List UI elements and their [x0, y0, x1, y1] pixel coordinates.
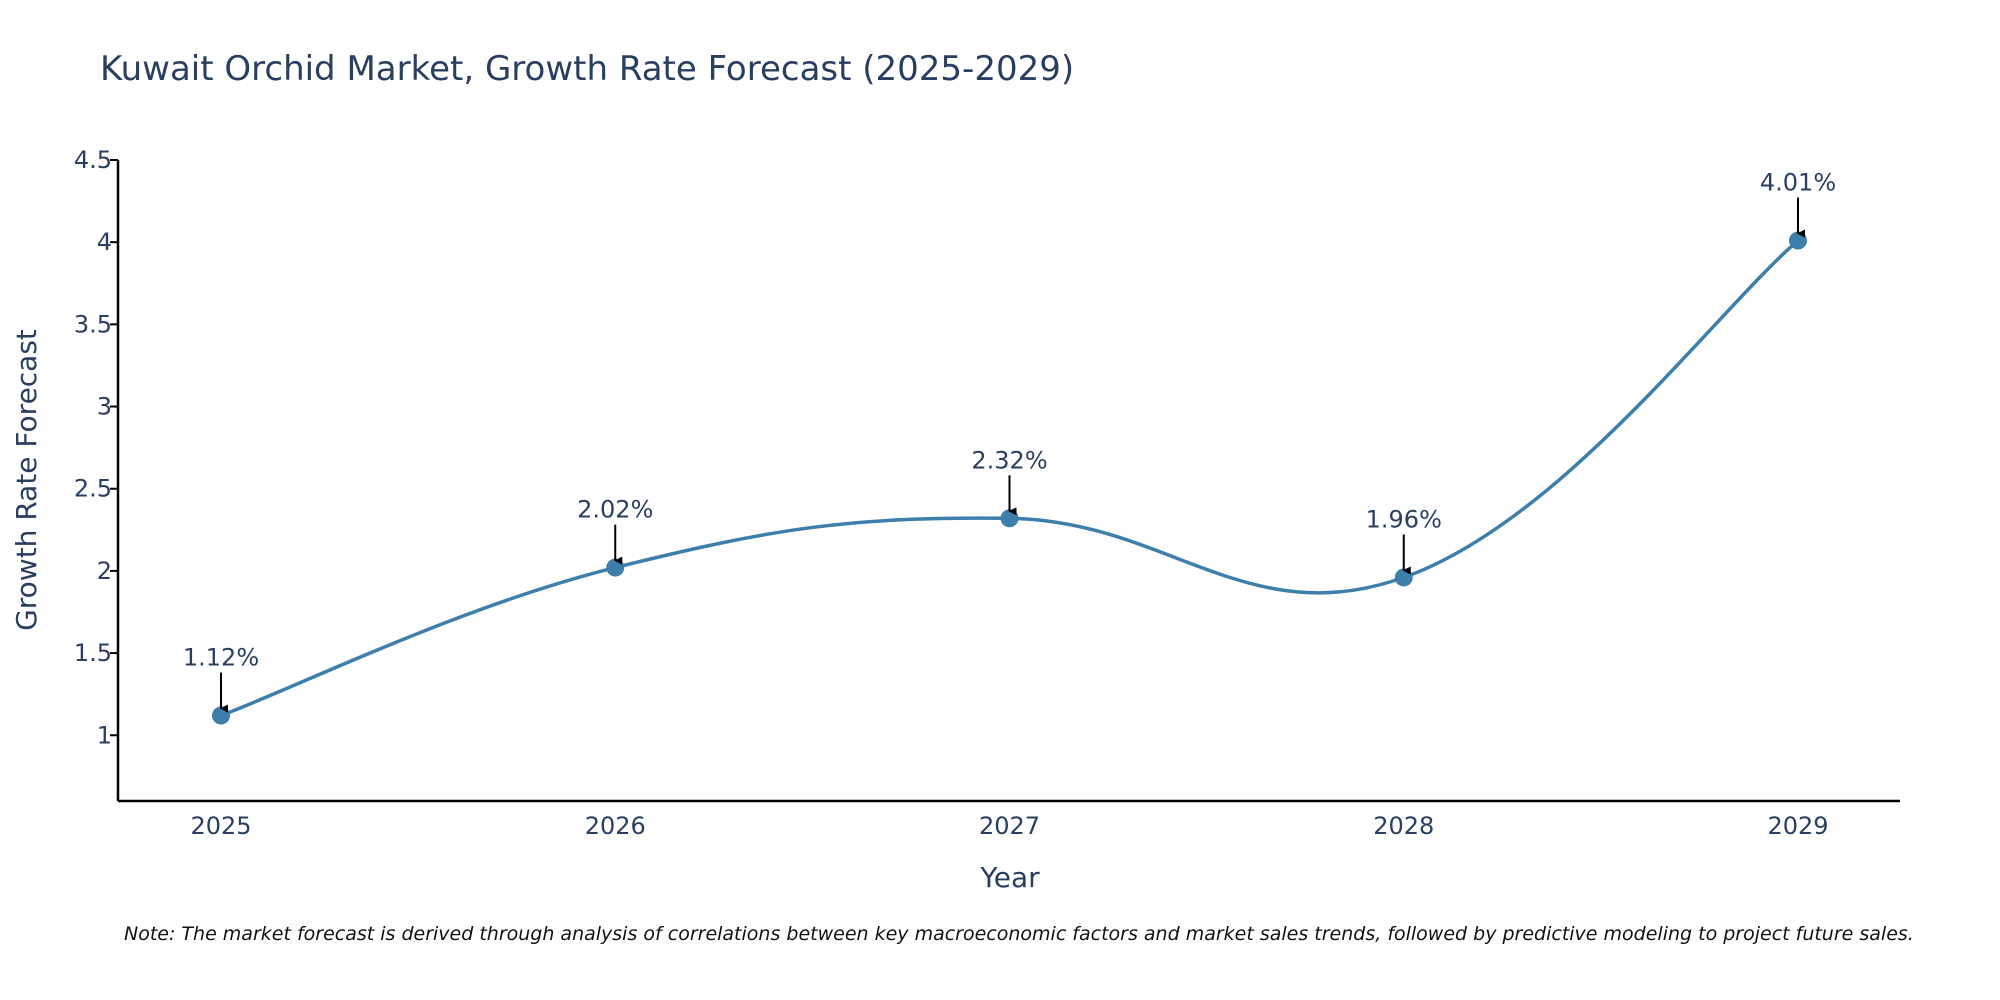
y-tick-label: 2.5	[74, 475, 112, 503]
data-label: 4.01%	[1760, 169, 1836, 197]
data-label: 2.32%	[971, 446, 1047, 474]
data-point	[1394, 568, 1413, 587]
x-tick-label: 2025	[190, 812, 251, 840]
y-tick-label: 4	[97, 228, 112, 256]
x-tick-label: 2029	[1767, 812, 1828, 840]
series-line	[220, 239, 1800, 718]
data-point	[606, 558, 625, 577]
y-axis-ticks: 1 1.5 2 2.5 3 3.5 4 4.5	[74, 146, 118, 749]
x-tick-label: 2028	[1373, 812, 1434, 840]
chart-title: Kuwait Orchid Market, Growth Rate Foreca…	[100, 49, 1074, 89]
data-label: 1.96%	[1366, 505, 1442, 533]
y-tick-label: 4.5	[74, 146, 112, 174]
y-tick-label: 3	[97, 393, 112, 421]
data-label: 1.12%	[183, 644, 259, 672]
x-axis-title: Year	[979, 861, 1040, 894]
data-point	[1789, 231, 1807, 250]
y-tick-label: 1	[97, 721, 112, 749]
chart-note: Note: The market forecast is derived thr…	[124, 923, 1914, 945]
data-label: 2.02%	[577, 496, 653, 524]
data-point	[1000, 509, 1019, 528]
y-tick-label: 1.5	[74, 639, 112, 667]
x-axis-ticks: 2025 2026 2027 2028 2029	[190, 812, 1828, 840]
x-tick-label: 2026	[585, 812, 646, 840]
data-point	[212, 706, 230, 725]
x-tick-label: 2027	[979, 812, 1040, 840]
data-annotations: 1.12% 2.02% 2.32% 1.96% 4.01%	[183, 169, 1836, 713]
y-tick-label: 3.5	[74, 310, 112, 338]
y-axis-title: Growth Rate Forecast	[10, 329, 43, 631]
y-tick-label: 2	[97, 557, 112, 585]
